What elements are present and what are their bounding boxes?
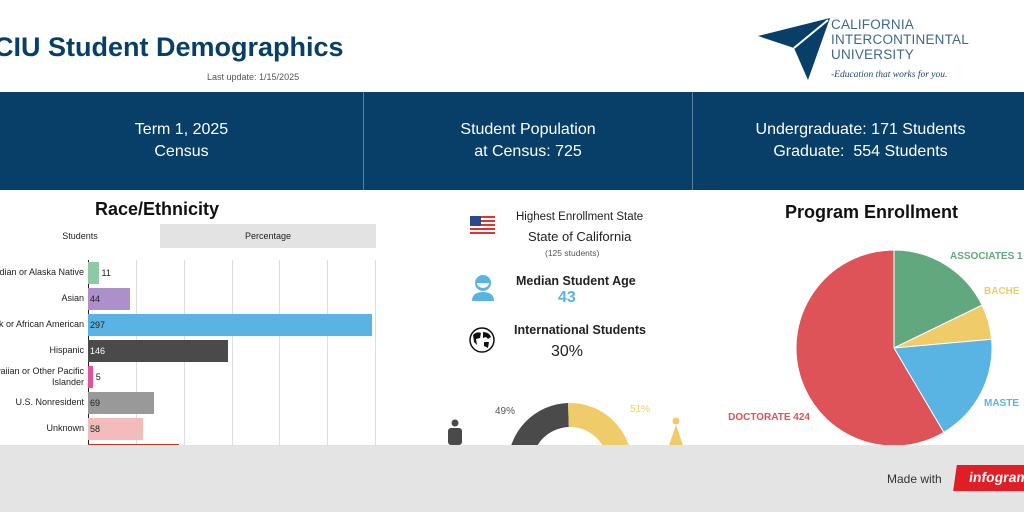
footer: Made with infogram xyxy=(0,445,1024,512)
logo-line1: CALIFORNIA xyxy=(831,17,915,32)
program-title: Program Enrollment xyxy=(785,202,959,222)
bar[interactable] xyxy=(88,288,131,310)
male-percent-label: 49% xyxy=(495,406,515,417)
bar-value-label: 146 xyxy=(90,346,106,356)
bar[interactable] xyxy=(88,366,93,388)
term-text: Term 1, 2025 xyxy=(134,121,229,138)
undergrad-count: Undergraduate: 171 Students xyxy=(755,121,966,138)
pie-label: ASSOCIATES 1 xyxy=(950,251,1023,262)
paper-plane-logo-icon xyxy=(758,18,830,80)
state-value: State of California xyxy=(528,229,632,244)
population-label: Student Population xyxy=(460,121,596,138)
bar-label: Asian xyxy=(61,293,84,303)
bar-value-label: 44 xyxy=(90,294,101,304)
summary-band: Term 1, 2025 Census Student Population a… xyxy=(0,92,1024,190)
bar-label: Hispanic xyxy=(49,345,84,355)
bar-label: Black or African American xyxy=(0,319,84,329)
bar-value-label: 5 xyxy=(95,372,101,382)
race-tabs: Students Percentage xyxy=(0,224,376,248)
bar[interactable] xyxy=(88,418,144,440)
census-text: Census xyxy=(154,143,209,160)
age-label: Median Student Age xyxy=(516,274,636,288)
population-value: at Census: 725 xyxy=(474,143,582,160)
bar[interactable] xyxy=(88,340,228,362)
bar-value-label: 69 xyxy=(90,398,101,408)
gridline xyxy=(327,260,329,445)
gridline xyxy=(279,260,281,445)
pie-label: BACHE xyxy=(984,286,1020,297)
bar-label: U.S. Nonresident xyxy=(15,397,84,407)
university-logo: CALIFORNIA INTERCONTINENTAL UNIVERSITY -… xyxy=(756,14,986,84)
population-cell: Student Population at Census: 725 xyxy=(364,92,692,190)
pie-slice-associates[interactable] xyxy=(893,249,983,349)
made-with-text: Made with xyxy=(887,472,942,486)
bar[interactable] xyxy=(88,392,154,414)
male-icon xyxy=(448,419,462,445)
bar-label: Native Hawaiian or Other Pacific Islande… xyxy=(0,366,84,387)
tab-percentage[interactable]: Percentage xyxy=(244,231,292,241)
bar-label: Unknown xyxy=(46,423,84,433)
bar-value-label: 297 xyxy=(90,320,106,330)
female-percent-label: 51% xyxy=(630,404,650,415)
intl-label: International Students xyxy=(514,323,646,337)
last-update: Last update: 1/15/2025 xyxy=(207,72,300,82)
us-flag-icon xyxy=(470,216,495,239)
page-title: CIU Student Demographics xyxy=(0,32,344,62)
bar-label: American Indian or Alaska Native xyxy=(0,267,84,277)
donut-segment-male xyxy=(511,403,569,445)
bar[interactable] xyxy=(88,314,373,336)
state-note: (125 students) xyxy=(545,248,600,258)
age-value: 43 xyxy=(558,289,576,306)
pie-slice-masters[interactable] xyxy=(893,338,993,434)
person-icon xyxy=(470,274,496,307)
intl-value: 30% xyxy=(551,343,584,360)
grad-count: Graduate: 554 Students xyxy=(773,143,948,160)
program-pie-chart: ASSOCIATES 1 BACHE MASTE DOCTORATE 424 xyxy=(728,249,1023,445)
pie-slice-doctorate[interactable] xyxy=(795,249,945,445)
globe-icon xyxy=(468,326,496,359)
bar-value-label: 58 xyxy=(90,424,101,434)
levels-cell: Undergraduate: 171 Students Graduate: 55… xyxy=(693,92,1024,190)
divider xyxy=(692,92,693,190)
pie-label: MASTE xyxy=(984,398,1019,409)
logo-line2: INTERCONTINENTAL xyxy=(831,32,969,47)
term-cell: Term 1, 2025 Census xyxy=(0,92,363,190)
bar[interactable] xyxy=(88,262,99,284)
logo-tagline: -Education that works for you. xyxy=(831,70,948,80)
gender-donut-chart: 49% 51% xyxy=(448,403,683,445)
infogram-brand: infogram xyxy=(968,469,1024,485)
logo-line3: UNIVERSITY xyxy=(831,47,915,62)
race-title: Race/Ethnicity xyxy=(95,199,220,219)
pie-label: DOCTORATE 424 xyxy=(728,412,810,423)
bar-value-label: 11 xyxy=(101,268,111,278)
gridline xyxy=(231,260,233,445)
donut-segment-female xyxy=(568,403,629,445)
gridline xyxy=(375,260,376,445)
divider xyxy=(363,92,364,190)
infogram-link[interactable]: infogram xyxy=(953,465,1024,491)
tab-students[interactable]: Students xyxy=(0,224,160,248)
female-icon xyxy=(669,417,683,445)
state-label: Highest Enrollment State xyxy=(516,211,644,223)
